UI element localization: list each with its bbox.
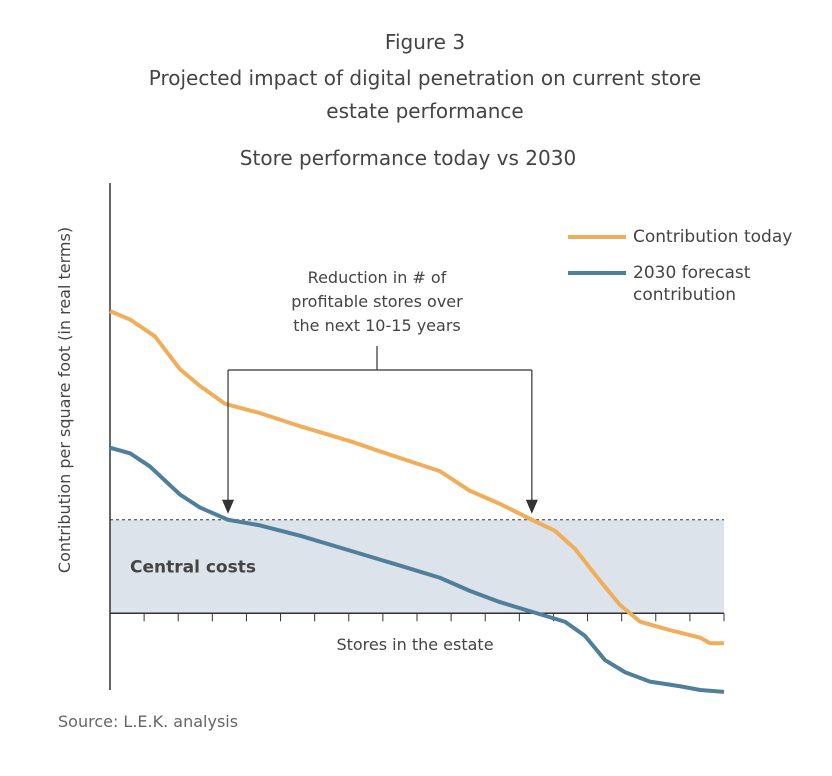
legend-item: 2030 forecast contribution [568,262,808,306]
legend-item: Contribution today [568,226,808,248]
arrow-head [525,499,538,514]
source: Source: L.E.K. analysis [58,712,239,731]
x-axis-label: Stores in the estate [336,635,493,654]
bracket [227,346,533,502]
line [109,445,725,694]
annotation: Reduction in # of profitable stores over… [291,268,463,335]
legend-label: Contribution today [633,227,793,247]
central-costs-band [110,519,724,614]
legend-label: 2030 forecast contribution [633,263,751,305]
arrow-head [222,499,235,514]
line [109,309,724,646]
y-axis-label: Contribution per square foot (in real te… [55,227,74,573]
chart-title: Projected impact of digital penetration … [148,66,702,123]
legend-swatch [568,271,626,275]
legend-swatch [568,235,626,239]
central-costs-label: Central costs [130,558,256,578]
figure-label: Figure 3 [384,30,466,54]
chart-subtitle: Store performance today vs 2030 [239,146,577,170]
